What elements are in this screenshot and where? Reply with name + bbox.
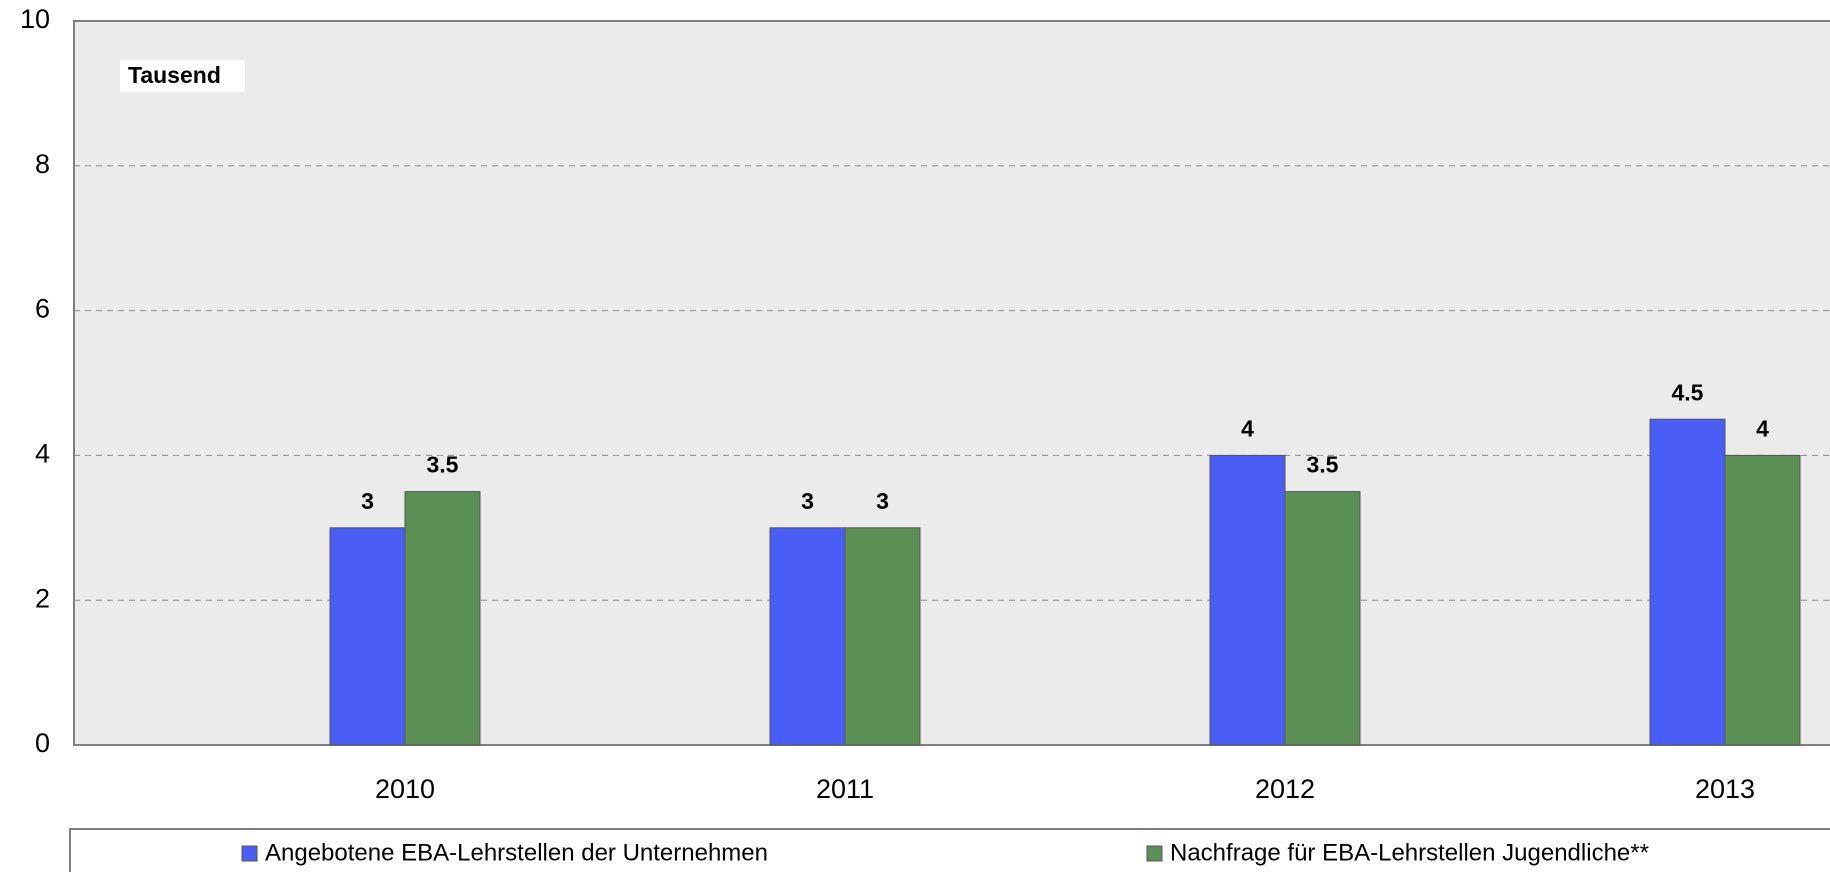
data-label: 3.5 xyxy=(427,452,459,478)
x-tick-label: 2011 xyxy=(816,774,874,804)
bar xyxy=(1724,454,1801,746)
x-tick-label: 2012 xyxy=(1255,774,1315,804)
annotation: Tausend xyxy=(128,62,221,88)
bar xyxy=(769,527,846,746)
legend-label: Nachfrage für EBA-Lehrstellen Jugendlich… xyxy=(1170,839,1649,866)
data-label: 4 xyxy=(1756,415,1769,441)
y-tick-label: 0 xyxy=(35,728,50,758)
data-label: 4.5 xyxy=(1672,379,1704,405)
bar xyxy=(1284,491,1361,746)
y-tick-label: 8 xyxy=(35,149,50,179)
bar xyxy=(1209,454,1286,746)
data-label: 3 xyxy=(361,488,374,514)
y-tick-label: 4 xyxy=(35,439,50,469)
legend-swatch xyxy=(1146,845,1163,862)
x-tick-label: 2013 xyxy=(1695,774,1755,804)
data-label: 3 xyxy=(876,488,889,514)
legend-label: Angebotene EBA-Lehrstellen der Unternehm… xyxy=(265,839,768,866)
legend xyxy=(69,828,1830,872)
y-tick-label: 10 xyxy=(20,4,50,34)
legend-swatch xyxy=(241,845,258,862)
y-tick-label: 6 xyxy=(35,294,50,324)
annotation-box xyxy=(120,60,245,92)
data-label: 4 xyxy=(1241,415,1254,441)
bar xyxy=(329,527,406,746)
data-label: 3.5 xyxy=(1307,452,1339,478)
y-tick-label: 2 xyxy=(35,583,50,613)
bar xyxy=(1649,418,1726,746)
bar xyxy=(404,491,481,746)
x-tick-label: 2010 xyxy=(375,774,435,804)
bar xyxy=(844,527,921,746)
data-label: 3 xyxy=(801,488,814,514)
